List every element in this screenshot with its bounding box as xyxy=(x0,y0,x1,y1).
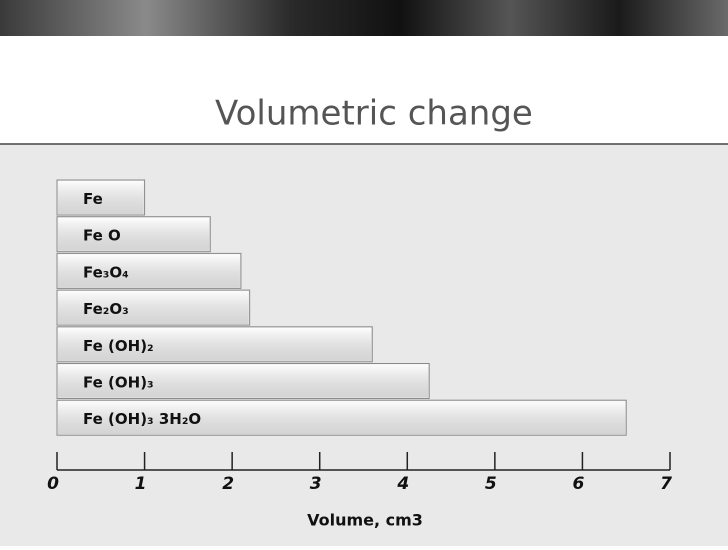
chart-title: Volumetric change xyxy=(215,94,533,134)
x-tick-label: 6 xyxy=(573,474,585,494)
bar-label: Fe xyxy=(83,190,103,208)
bar-label: Fe (OH)₂ xyxy=(83,337,154,355)
bar-shine xyxy=(58,327,372,361)
banner xyxy=(0,0,728,36)
bar-shine xyxy=(58,364,429,398)
bar-shine xyxy=(58,401,626,435)
bar-label: Fe (OH)₃ xyxy=(83,374,154,392)
bar-label: Fe₃O₄ xyxy=(83,263,129,281)
bar-shine xyxy=(58,291,249,325)
x-tick-label: 2 xyxy=(222,474,234,494)
x-tick-label: 5 xyxy=(485,474,497,494)
x-tick-label: 3 xyxy=(310,474,322,494)
bar-shine xyxy=(58,217,210,251)
x-tick-label: 7 xyxy=(660,474,672,494)
bar-label: Fe₂O₃ xyxy=(83,300,129,318)
bar-shine xyxy=(58,181,144,214)
plot: 0 1 2 3 4 5 6 7 Fe Fe O Fe₃O₄ Fe₂O₃ Fe (OH)₂ Fe (OH)₃… xyxy=(47,179,672,494)
bar-shine xyxy=(58,254,240,288)
x-axis-title: Volume, cm3 xyxy=(307,511,423,530)
x-tick-label: 1 xyxy=(135,474,147,494)
bar-label: Fe (OH)₃ 3H₂O xyxy=(83,410,201,428)
x-tick-label: 0 xyxy=(47,474,59,494)
x-tick-label: 4 xyxy=(396,474,409,494)
bar-label: Fe O xyxy=(83,227,121,245)
